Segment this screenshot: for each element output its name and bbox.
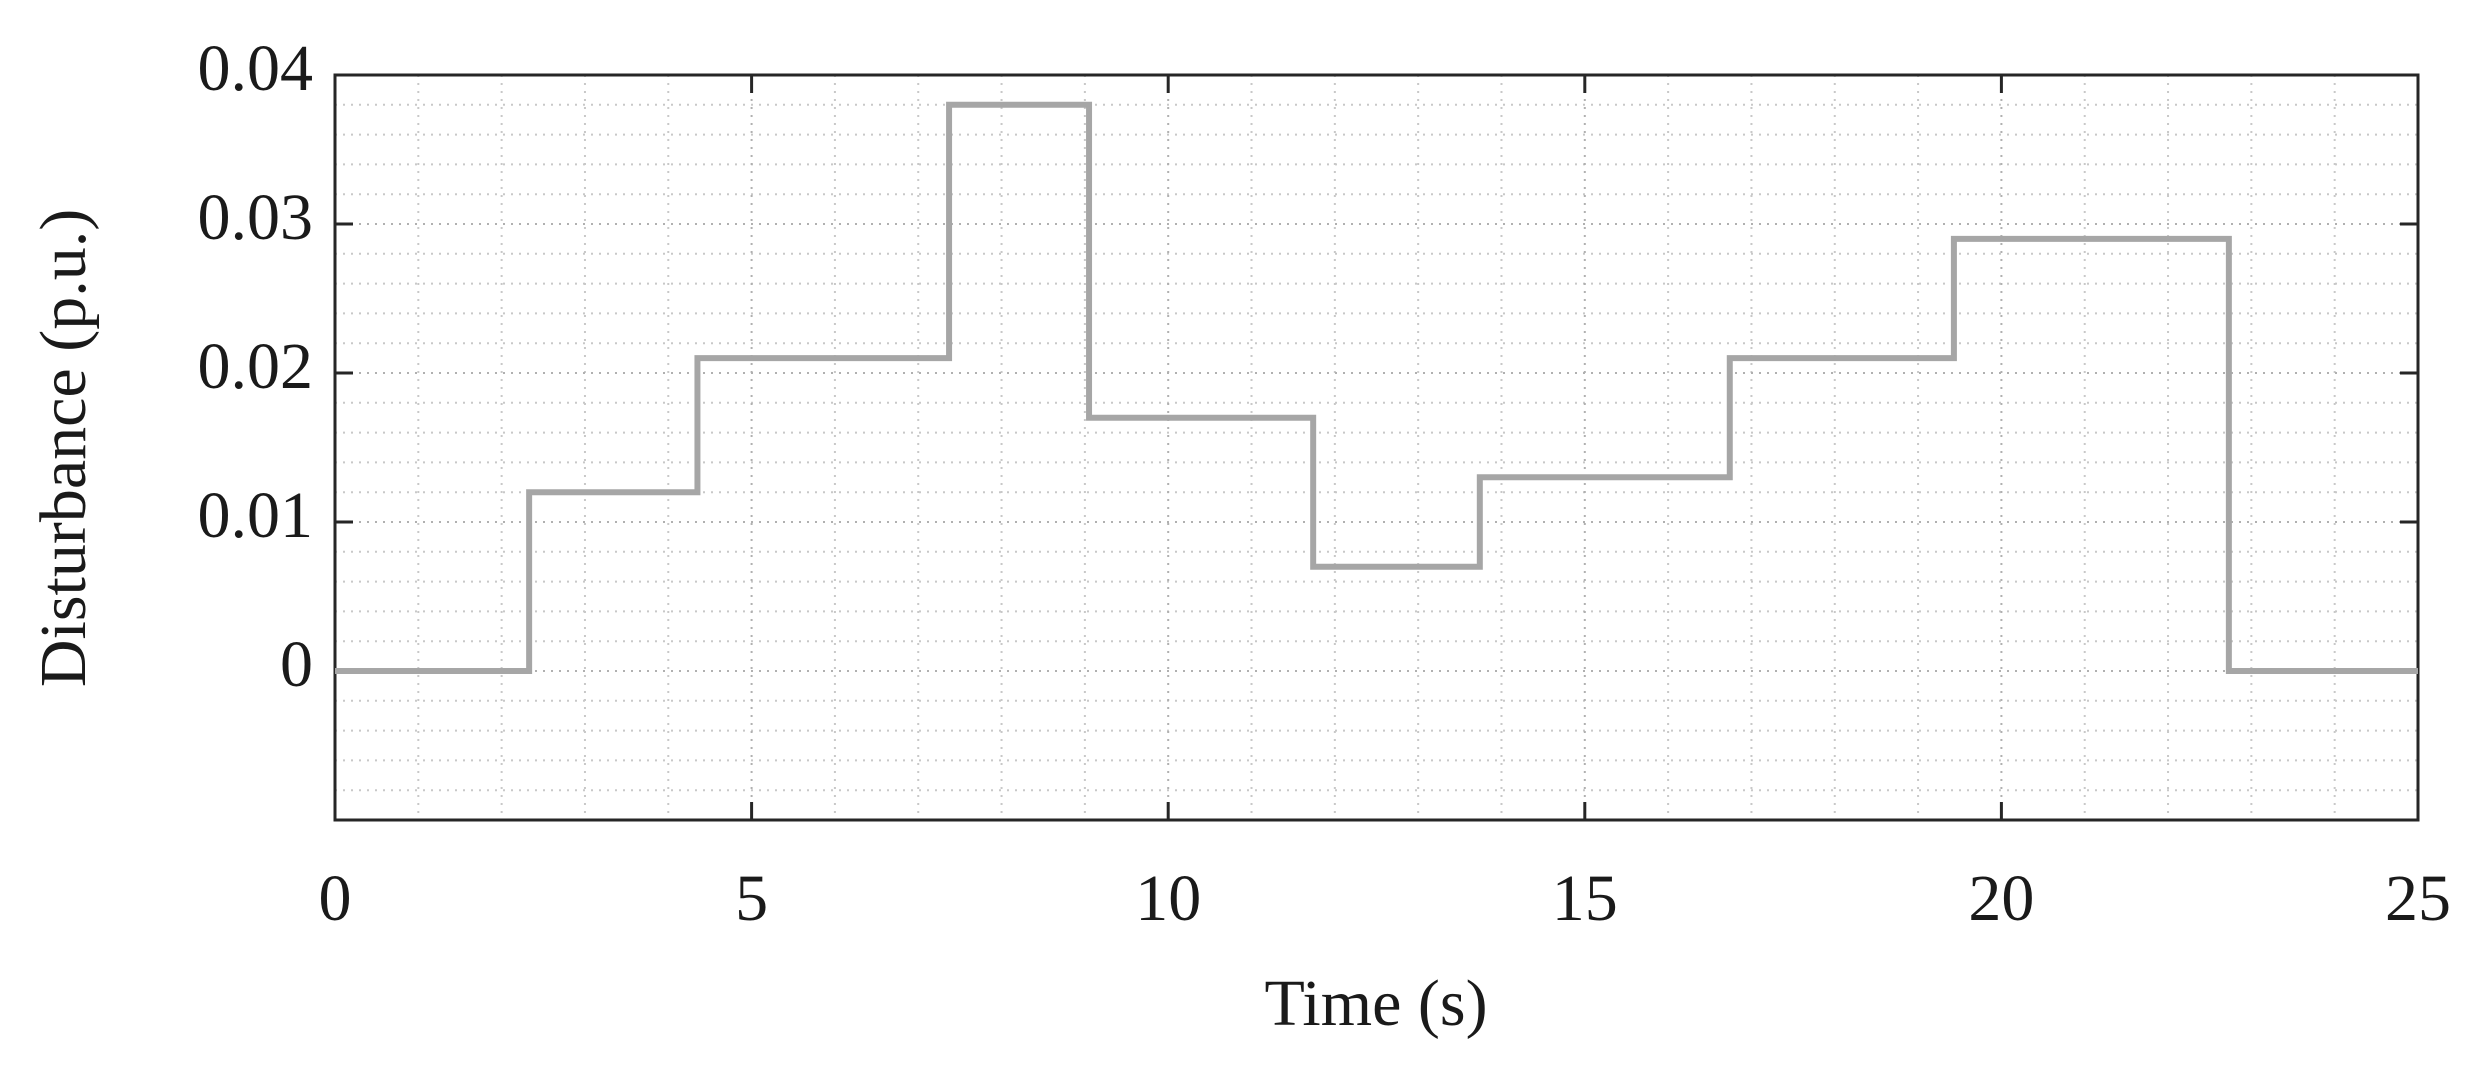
y-tick-label: 0.01 [198, 479, 314, 552]
y-tick-label: 0.04 [198, 32, 314, 105]
x-tick-label: 20 [1968, 862, 2034, 935]
y-tick-label: 0 [280, 628, 313, 701]
data-line [335, 101, 2418, 674]
y-tick-label: 0.02 [198, 330, 314, 403]
y-axis-label: Disturbance (p.u.) [27, 209, 100, 687]
x-tick-label: 15 [1552, 862, 1618, 935]
x-tick-label: 10 [1135, 862, 1201, 935]
x-tick-label: 5 [735, 862, 768, 935]
x-tick-label: 25 [2385, 862, 2451, 935]
y-tick-label: 0.03 [198, 181, 314, 254]
x-tick-label: 0 [319, 862, 352, 935]
x-axis-label: Time (s) [1264, 967, 1487, 1040]
plot-frame [333, 73, 2420, 822]
